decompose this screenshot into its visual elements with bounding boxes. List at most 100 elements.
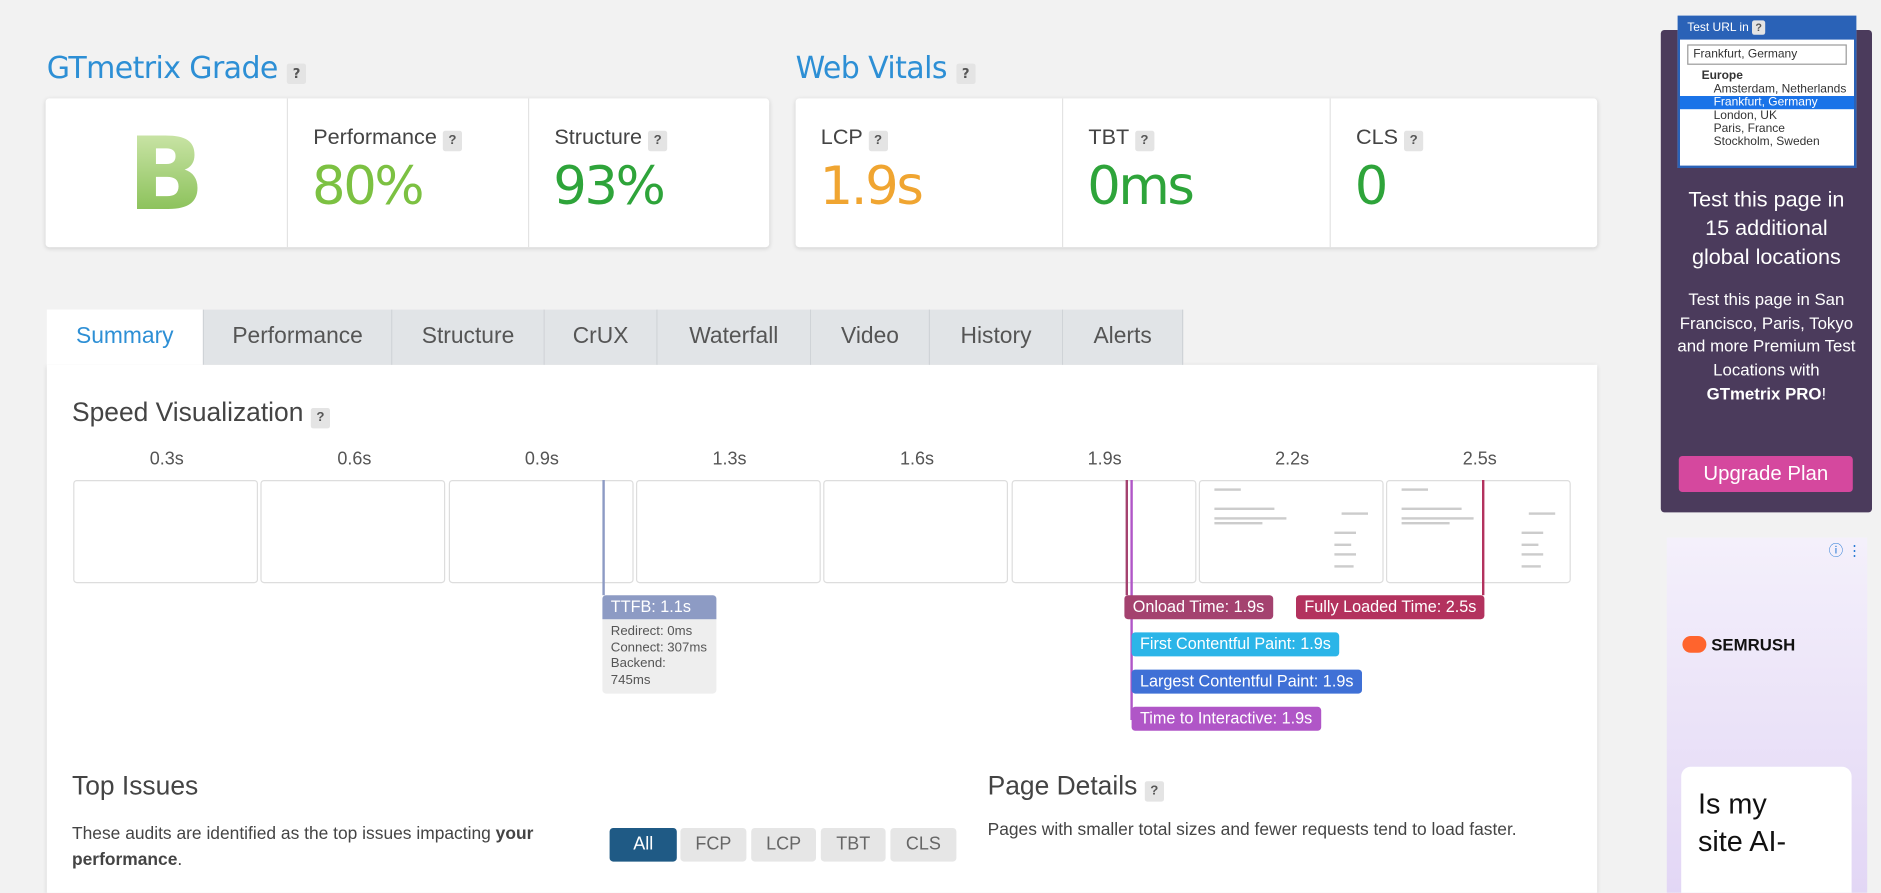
help-icon[interactable]: ? [1404,130,1424,152]
section-title: Speed Visualization ? [72,397,330,429]
tab[interactable]: Video [811,309,931,365]
section-title: Top Issues [72,770,199,801]
help-icon[interactable]: ? [955,63,976,84]
metric-label-text: Performance [313,124,437,149]
filter-button[interactable]: All [609,828,677,862]
help-icon[interactable]: ? [1134,130,1155,152]
location-select: Test URL in ? Frankfurt, Germany Europe … [1677,15,1857,168]
help-icon[interactable]: ? [1752,20,1766,35]
thumbnail-line [1341,512,1368,515]
tab[interactable]: Alerts [1063,309,1184,365]
thumbnail-line [1334,565,1354,568]
filter-button[interactable]: TBT [820,828,886,862]
ad-brand: SEMRUSH [1711,634,1796,654]
select-label: Test URL in [1687,21,1749,35]
frame-time: 0.6s [337,448,372,470]
filmstrip-frame [448,480,634,584]
section-description: These audits are identified as the top i… [72,821,576,874]
tab[interactable]: Waterfall [657,309,812,365]
divider [1062,98,1064,248]
option[interactable]: Stockholm, Sweden [1713,135,1820,149]
description-bold: your performance [72,824,534,871]
marker-label: Time to Interactive: 1.9s [1131,706,1321,731]
detail-line: Backend: 745ms [610,656,666,687]
ad-headline: Is my site AI- [1698,788,1787,859]
thumbnail-line [1334,531,1356,534]
thumbnail-line [1521,543,1539,546]
ad-logo [1682,636,1707,653]
tab[interactable]: Summary [46,309,205,365]
filter-button[interactable]: CLS [890,828,957,862]
metric-value: 0 [1354,156,1389,218]
thumbnail-line [1521,565,1541,568]
metric-label: TBT ? [1088,125,1155,152]
divider [528,98,530,248]
metric-label-text: Structure [554,124,643,149]
tab[interactable]: Structure [392,309,545,365]
thumbnail-line [1401,517,1474,520]
frame-time: 2.2s [1275,448,1310,470]
thumbnail-line [1214,507,1275,511]
thumbnail-line [1214,488,1241,491]
help-icon[interactable]: ? [868,130,888,152]
thumbnail-line [1334,543,1351,546]
ad-info[interactable]: ⓘ ⋮ [1828,542,1862,560]
frame-time: 2.5s [1462,448,1497,470]
main-panel [46,364,1598,893]
tab[interactable]: Performance [204,309,393,365]
thumbnail-line [1521,531,1544,534]
section-title-text: Speed Visualization [72,397,304,428]
help-icon[interactable]: ? [1144,781,1164,802]
section-description: Pages with smaller total sizes and fewer… [987,820,1517,841]
filmstrip-frame [260,480,446,584]
upgrade-button[interactable]: Upgrade Plan [1678,456,1853,493]
filmstrip-frame [73,480,258,584]
filmstrip-frame [1011,480,1196,584]
metric-label: Performance ? [313,124,463,152]
filmstrip-frame [635,480,821,584]
grade-title: GTmetrix Grade ? [47,50,306,85]
thumbnail-line [1334,553,1356,556]
option[interactable]: Paris, France [1713,122,1785,136]
select-header: Test URL in ? [1680,18,1855,40]
option[interactable]: Amsterdam, Netherlands [1713,82,1847,96]
frame-time: 1.9s [1087,448,1122,470]
filter-button[interactable]: LCP [751,828,817,862]
thumbnail-line [1214,517,1287,520]
frame-time: 0.9s [524,448,559,470]
filter-button[interactable]: FCP [680,828,747,862]
option[interactable]: Frankfurt, Germany [1680,96,1855,110]
marker-label: Fully Loaded Time: 2.5s [1296,595,1485,620]
marker-label: TTFB: 1.1s [602,595,717,620]
grade-title-text: GTmetrix Grade [46,50,279,86]
metric-value: 93% [553,156,666,218]
filmstrip-frame [1386,480,1571,584]
filmstrip-frame [1198,480,1384,584]
frame-time: 0.3s [149,448,184,470]
help-icon[interactable]: ? [442,130,463,152]
help-icon[interactable]: ? [310,408,330,429]
description-end: . [177,850,183,871]
marker-line [602,480,605,596]
metric-label: LCP ? [820,124,888,152]
metric-label: Structure ? [554,124,668,152]
metric-value: 1.9s [819,156,924,218]
metric-label: CLS ? [1356,124,1424,152]
promo-heading: Test this page in 15 additional global l… [1688,187,1845,269]
select-value[interactable]: Frankfurt, Germany [1687,44,1847,65]
marker-label: First Contentful Paint: 1.9s [1131,632,1340,657]
thumbnail-line [1401,522,1450,525]
metric-label-text: LCP [820,124,863,149]
option[interactable]: London, UK [1713,109,1777,123]
help-icon[interactable]: ? [648,130,668,152]
metric-label-text: CLS [1356,124,1399,149]
tab[interactable]: CrUX [544,309,658,365]
section-title-text: Page Details [987,770,1138,801]
option-group: Europe [1701,69,1743,83]
tab[interactable]: History [930,309,1064,365]
section-title: Page Details ? [987,770,1164,802]
help-icon[interactable]: ? [286,63,306,84]
thumbnail-line [1401,488,1429,491]
